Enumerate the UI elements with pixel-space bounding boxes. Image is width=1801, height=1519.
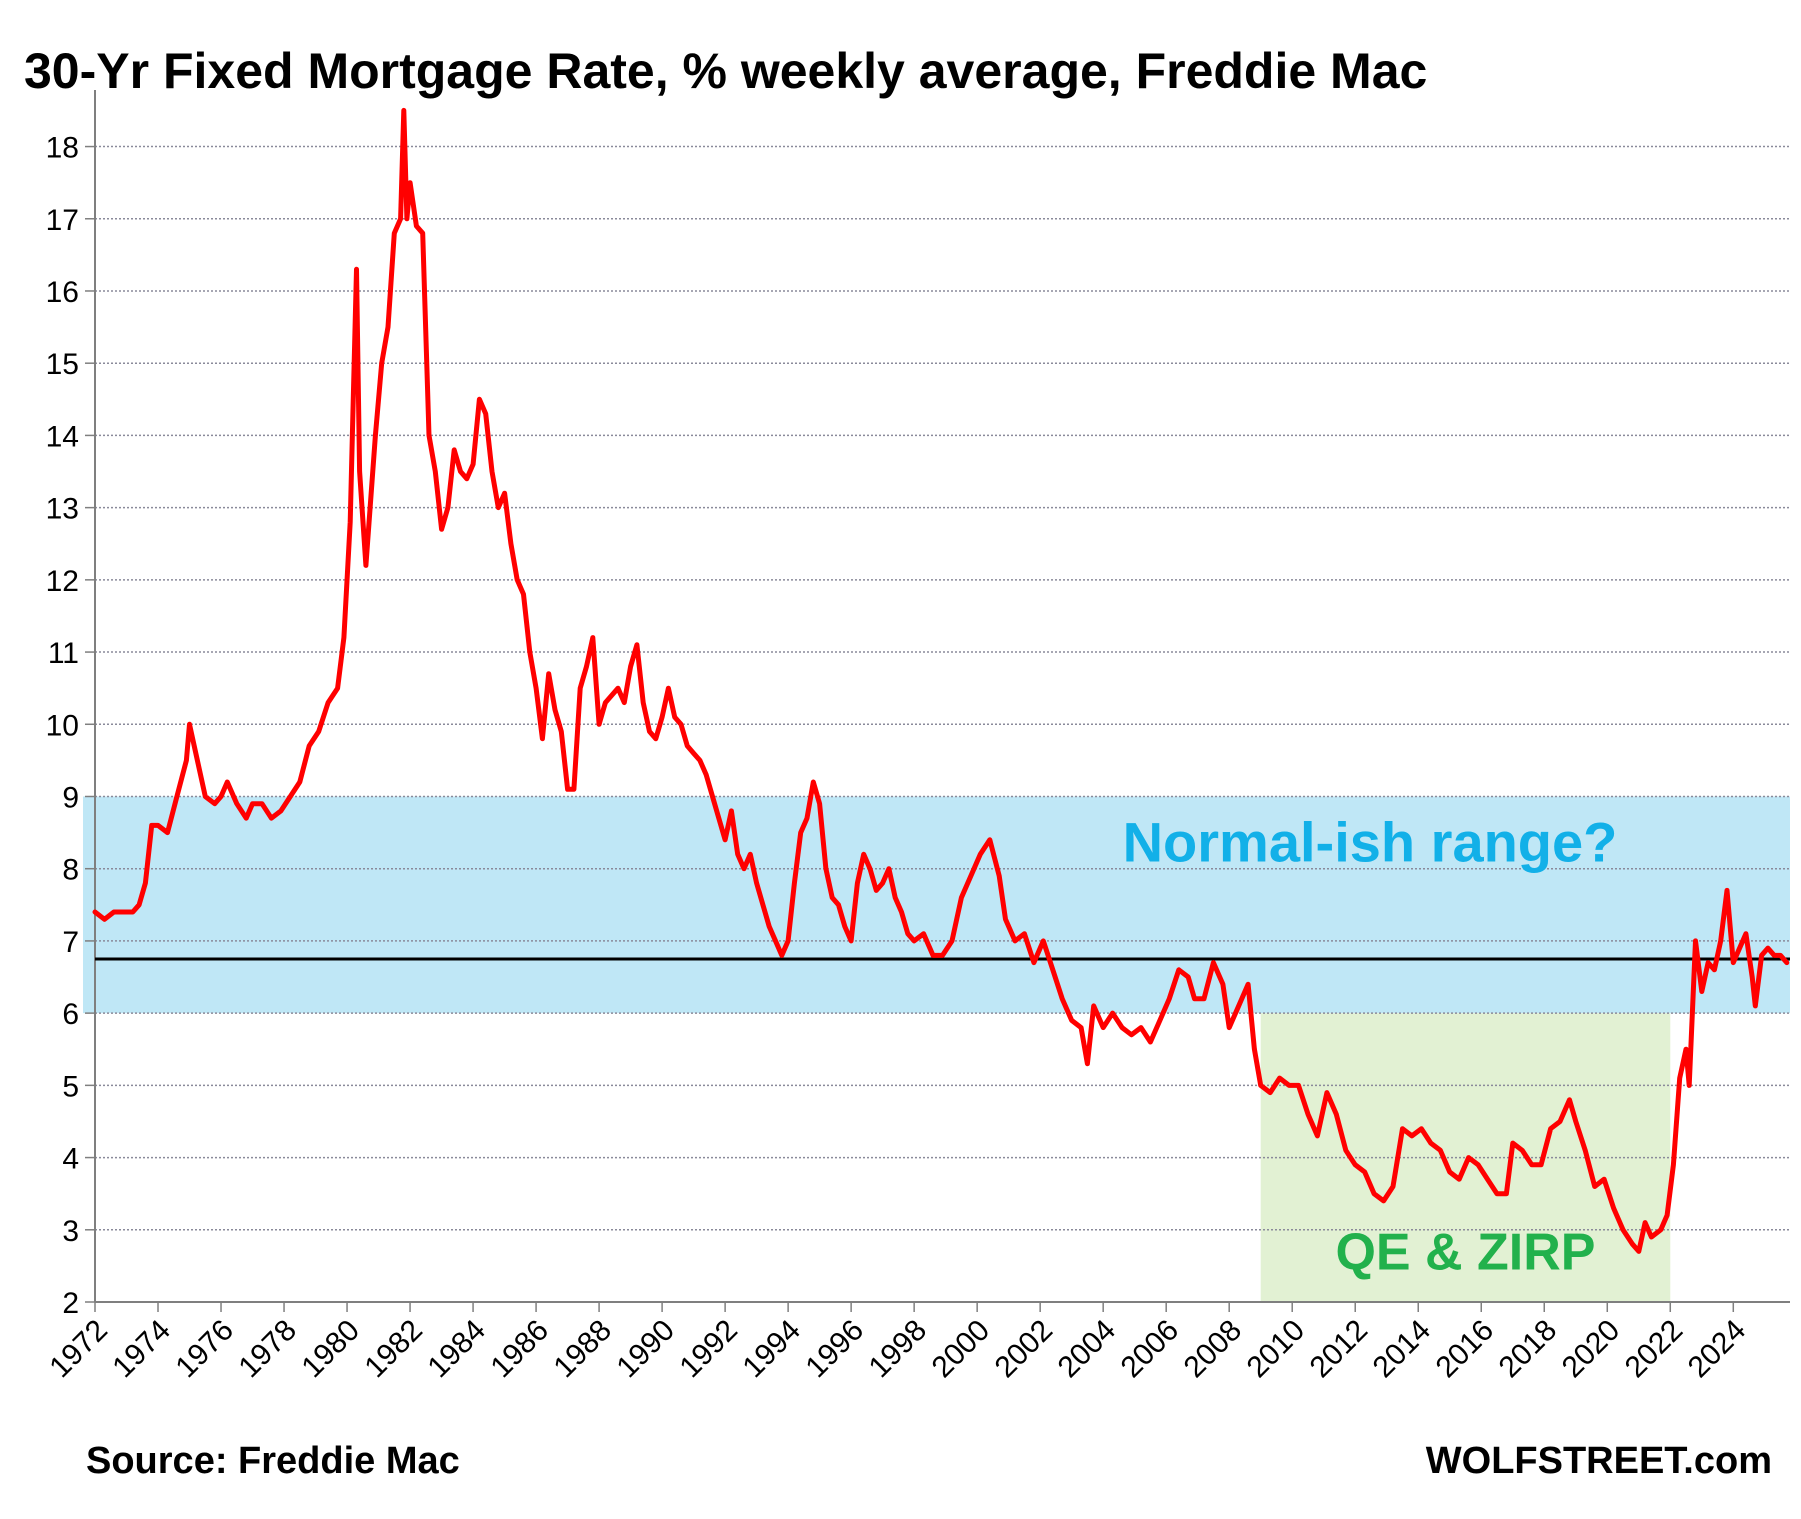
y-tick-label-3: 3 <box>62 1215 79 1248</box>
y-tick-label-5: 5 <box>62 1070 79 1103</box>
y-tick-label-12: 12 <box>46 565 79 598</box>
x-tick-label-2006: 2006 <box>1115 1314 1186 1385</box>
y-tick-label-14: 14 <box>46 420 79 453</box>
source-label: Source: Freddie Mac <box>86 1440 460 1482</box>
x-tick-label-2018: 2018 <box>1493 1314 1564 1385</box>
y-tick-label-15: 15 <box>46 348 79 381</box>
x-tick-label-1984: 1984 <box>421 1314 492 1385</box>
y-tick-label-18: 18 <box>46 132 79 165</box>
x-tick-label-1992: 1992 <box>674 1314 745 1385</box>
x-tick-label-1980: 1980 <box>295 1314 366 1385</box>
chart-title: 30-Yr Fixed Mortgage Rate, % weekly aver… <box>24 43 1427 99</box>
y-tick-label-17: 17 <box>46 204 79 237</box>
x-tick-label-2012: 2012 <box>1304 1314 1375 1385</box>
x-tick-label-1990: 1990 <box>611 1314 682 1385</box>
y-tick-label-6: 6 <box>62 998 79 1031</box>
series-layer <box>92 107 1790 1254</box>
y-tick-label-13: 13 <box>46 493 79 526</box>
y-tick-label-11: 11 <box>48 637 79 670</box>
x-tick-label-1976: 1976 <box>169 1314 240 1385</box>
x-tick-label-1978: 1978 <box>232 1314 303 1385</box>
y-tick-labels: 2 3 4 5 6 7 8 9 10 11 12 13 14 15 16 17 18 <box>46 132 95 1320</box>
shaded-regions <box>83 796 1790 1302</box>
x-tick-label-1994: 1994 <box>737 1314 808 1385</box>
y-tick-label-4: 4 <box>62 1143 79 1176</box>
annotation-2: QE & ZIRP <box>1335 1224 1595 1282</box>
x-tick-label-1974: 1974 <box>106 1314 177 1385</box>
annotation-1: Normal-ish range? <box>1123 810 1618 873</box>
y-tick-label-7: 7 <box>62 926 79 959</box>
x-tick-label-2020: 2020 <box>1556 1314 1627 1385</box>
annotations: Normal-ish range? QE & ZIRP <box>1123 810 1618 1281</box>
x-tick-label-2008: 2008 <box>1178 1314 1249 1385</box>
x-tick-label-2014: 2014 <box>1367 1314 1438 1385</box>
brand-label: WOLFSTREET.com <box>1426 1440 1772 1482</box>
x-tick-label-1982: 1982 <box>358 1314 429 1385</box>
x-tick-label-2024: 2024 <box>1682 1314 1753 1385</box>
x-tick-label-2016: 2016 <box>1430 1314 1501 1385</box>
axes <box>94 90 1790 1303</box>
x-tick-labels: 1972197419761978198019821984198619881990… <box>43 1302 1752 1384</box>
y-tick-label-8: 8 <box>62 854 79 887</box>
x-tick-label-2022: 2022 <box>1619 1314 1690 1385</box>
x-tick-label-1996: 1996 <box>800 1314 871 1385</box>
y-tick-label-2: 2 <box>62 1287 79 1320</box>
shaded-region-1 <box>83 796 1790 1014</box>
gridlines <box>95 145 1790 1231</box>
y-tick-label-9: 9 <box>62 781 79 814</box>
y-tick-label-10: 10 <box>46 709 79 742</box>
x-tick-label-2002: 2002 <box>989 1314 1060 1385</box>
x-tick-label-2010: 2010 <box>1241 1314 1312 1385</box>
x-tick-label-1988: 1988 <box>548 1314 619 1385</box>
x-tick-label-1998: 1998 <box>863 1314 934 1385</box>
y-tick-label-16: 16 <box>46 276 79 309</box>
x-tick-label-1972: 1972 <box>43 1314 114 1385</box>
series-line-1 <box>92 107 1790 1254</box>
x-tick-label-2000: 2000 <box>926 1314 997 1385</box>
x-tick-label-1986: 1986 <box>484 1314 555 1385</box>
x-tick-label-2004: 2004 <box>1052 1314 1123 1385</box>
